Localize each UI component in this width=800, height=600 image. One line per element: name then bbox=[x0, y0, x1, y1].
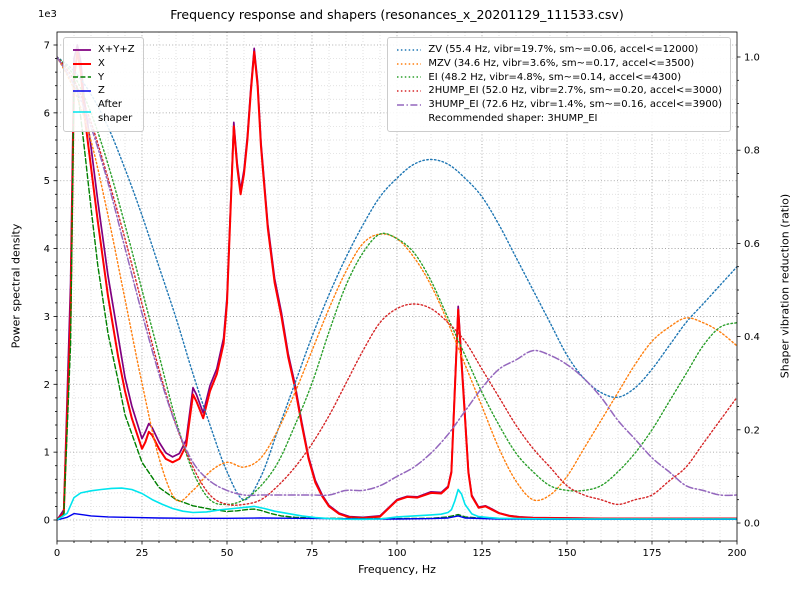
x-axis-label: Frequency, Hz bbox=[358, 563, 436, 576]
legend-line-sample bbox=[73, 111, 91, 113]
shaper-line-zv bbox=[57, 56, 737, 501]
chart-title: Frequency response and shapers (resonanc… bbox=[170, 7, 624, 22]
y-right-tick-label: 0.4 bbox=[744, 332, 760, 343]
y-axis-label-right: Shaper vibration reduction (ratio) bbox=[778, 193, 792, 379]
axes: 0 25 50 75 100 125 150 175 200 0 1 2 3 4 5 6 7 0.0 0.2 0.4 0… bbox=[44, 31, 760, 559]
legend-line-sample bbox=[397, 49, 422, 51]
y-right-tick-label: 0.8 bbox=[744, 146, 760, 157]
x-tick-label: 50 bbox=[221, 548, 234, 559]
y-right-tick-label: 0.2 bbox=[744, 425, 760, 436]
y-axis-offset-label: 1e3 bbox=[38, 9, 57, 20]
legend-label: Y bbox=[98, 71, 105, 83]
x-tick-label: 75 bbox=[306, 548, 319, 559]
x-tick-label: 200 bbox=[727, 548, 746, 559]
legend-item: MZV (34.6 Hz, vibr=3.6%, sm~=0.17, accel… bbox=[396, 57, 722, 71]
legend-item: X+Y+Z bbox=[72, 43, 135, 57]
legend-label: EI (48.2 Hz, vibr=4.8%, sm~=0.14, accel<… bbox=[428, 71, 682, 83]
x-tick-label: 175 bbox=[642, 548, 661, 559]
legend-label: MZV (34.6 Hz, vibr=3.6%, sm~=0.17, accel… bbox=[428, 57, 695, 69]
legend-label: X bbox=[98, 57, 105, 69]
legend-label: Recommended shaper: 3HUMP_EI bbox=[428, 112, 598, 124]
x-tick-label: 25 bbox=[136, 548, 149, 559]
psd-line-x bbox=[57, 50, 737, 521]
legend-item: 2HUMP_EI (52.0 Hz, vibr=2.7%, sm~=0.20, … bbox=[396, 84, 722, 98]
legend-line-sample bbox=[73, 49, 91, 51]
psd-legend: X+Y+Z X Y Z After shaper bbox=[63, 37, 144, 132]
y-left-tick-label: 0 bbox=[44, 516, 50, 527]
legend-item: After shaper bbox=[72, 98, 135, 126]
psd-line-z bbox=[57, 512, 737, 521]
legend-line-sample bbox=[73, 90, 91, 92]
y-axis-label-left: Power spectral density bbox=[9, 223, 23, 349]
x-tick-label: 0 bbox=[54, 548, 60, 559]
y-right-tick-label: 0.0 bbox=[744, 519, 760, 530]
legend-spacer bbox=[396, 114, 422, 124]
y-left-tick-label: 2 bbox=[44, 380, 50, 391]
legend-label: ZV (55.4 Hz, vibr=19.7%, sm~=0.06, accel… bbox=[428, 44, 699, 55]
legend-line-sample bbox=[397, 104, 422, 106]
legend-label: Z bbox=[98, 85, 105, 97]
y-left-tick-label: 5 bbox=[44, 176, 50, 187]
y-right-tick-label: 0.6 bbox=[744, 239, 760, 250]
legend-item: 3HUMP_EI (72.6 Hz, vibr=1.4%, sm~=0.16, … bbox=[396, 98, 722, 112]
legend-item: Recommended shaper: 3HUMP_EI bbox=[396, 112, 722, 126]
legend-item: ZV (55.4 Hz, vibr=19.7%, sm~=0.06, accel… bbox=[396, 43, 722, 57]
legend-item: EI (48.2 Hz, vibr=4.8%, sm~=0.14, accel<… bbox=[396, 71, 722, 85]
y-left-tick-label: 4 bbox=[44, 244, 50, 255]
psd-line-after-shaper bbox=[57, 487, 737, 521]
x-tick-label: 125 bbox=[472, 548, 491, 559]
legend-line-sample bbox=[73, 62, 91, 65]
y-left-tick-label: 7 bbox=[44, 41, 50, 52]
legend-item: X bbox=[72, 57, 135, 71]
y-left-tick-label: 3 bbox=[44, 312, 50, 323]
legend-label: 3HUMP_EI (72.6 Hz, vibr=1.4%, sm~=0.16, … bbox=[428, 99, 722, 111]
series-lines bbox=[57, 44, 737, 521]
y-right-tick-label: 1.0 bbox=[744, 53, 760, 64]
legend-label: 2HUMP_EI (52.0 Hz, vibr=2.7%, sm~=0.20, … bbox=[428, 85, 722, 97]
legend-item: Y bbox=[72, 71, 135, 85]
shaper-line-ei bbox=[57, 56, 737, 506]
x-tick-label: 100 bbox=[387, 548, 406, 559]
shaper-legend: ZV (55.4 Hz, vibr=19.7%, sm~=0.06, accel… bbox=[387, 37, 731, 132]
legend-label: After shaper bbox=[98, 99, 133, 124]
legend-line-sample bbox=[397, 76, 422, 79]
y-left-tick-label: 1 bbox=[44, 448, 50, 459]
x-tick-label: 150 bbox=[557, 548, 576, 559]
psd-line-y bbox=[57, 78, 737, 521]
shaper-line-3hump_ei bbox=[57, 56, 737, 497]
shaper-line-2hump_ei bbox=[57, 56, 737, 506]
y-left-tick-label: 6 bbox=[44, 108, 50, 119]
legend-label: X+Y+Z bbox=[98, 44, 135, 55]
legend-line-sample bbox=[73, 76, 91, 79]
legend-line-sample bbox=[397, 90, 422, 92]
legend-item: Z bbox=[72, 84, 135, 98]
legend-line-sample bbox=[397, 62, 422, 65]
